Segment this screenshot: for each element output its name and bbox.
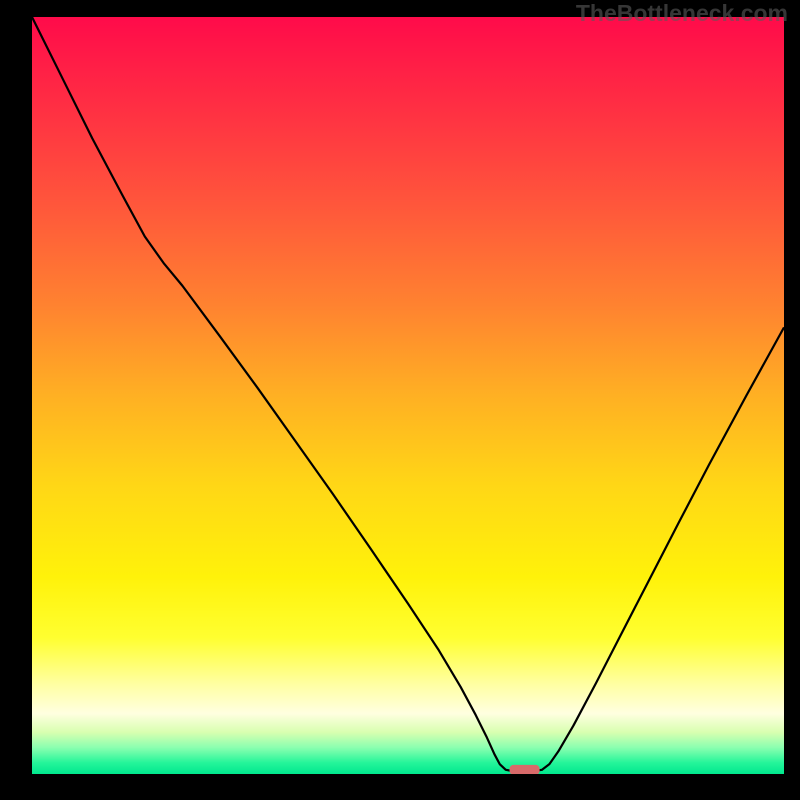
minimum-marker — [510, 765, 540, 774]
plot-area — [32, 17, 784, 774]
watermark-text: TheBottleneck.com — [576, 0, 788, 27]
gradient-background — [32, 17, 784, 774]
